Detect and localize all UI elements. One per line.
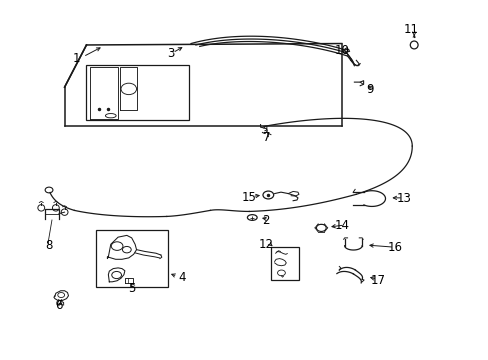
Text: 2: 2 <box>261 214 268 227</box>
Text: 5: 5 <box>128 282 135 295</box>
Text: 8: 8 <box>45 239 52 252</box>
Text: 12: 12 <box>258 238 273 251</box>
Text: 15: 15 <box>242 191 256 204</box>
Bar <box>86 64 188 120</box>
Text: 9: 9 <box>366 84 373 96</box>
Text: 16: 16 <box>387 241 402 255</box>
Text: 13: 13 <box>396 192 410 205</box>
Text: 14: 14 <box>334 219 348 232</box>
Text: 7: 7 <box>262 131 269 144</box>
Text: 4: 4 <box>178 271 185 284</box>
Text: 1: 1 <box>73 52 81 65</box>
Bar <box>96 230 168 287</box>
Bar <box>271 247 299 280</box>
Text: 11: 11 <box>403 23 417 36</box>
Text: 17: 17 <box>370 274 385 287</box>
Text: 3: 3 <box>166 48 174 60</box>
Text: 10: 10 <box>334 44 348 57</box>
Text: 6: 6 <box>55 299 62 312</box>
